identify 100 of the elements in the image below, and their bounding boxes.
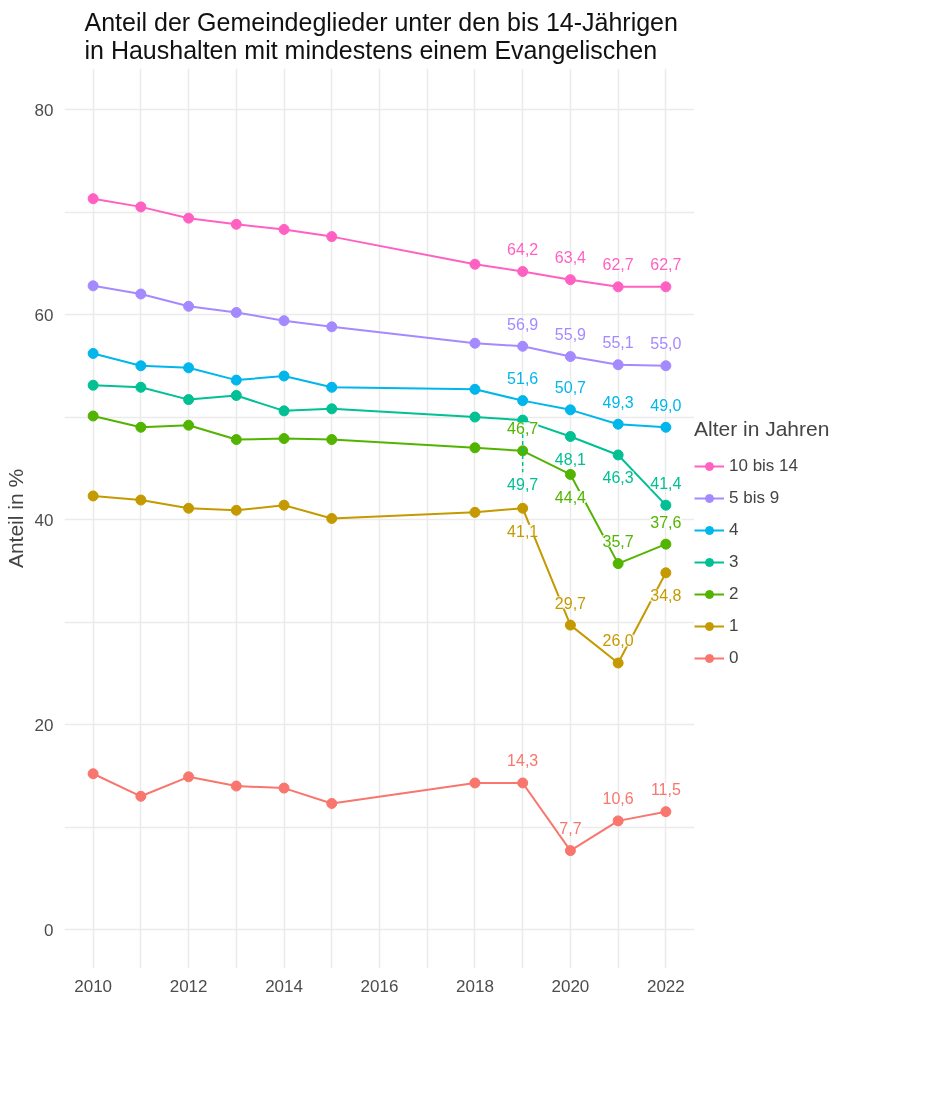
data-label: 49,3	[602, 393, 634, 411]
point	[612, 359, 624, 371]
data-label: 35,7	[602, 533, 634, 551]
point	[135, 288, 147, 300]
point	[278, 370, 290, 382]
point	[326, 797, 338, 809]
point	[612, 418, 624, 430]
data-label: 64,2	[507, 240, 539, 258]
point	[517, 502, 529, 514]
point	[469, 506, 481, 518]
point	[278, 782, 290, 794]
point	[183, 362, 195, 374]
point	[326, 321, 338, 333]
x-tick-label: 2022	[646, 976, 685, 996]
point	[230, 780, 242, 792]
y-tick-label: 20	[34, 715, 54, 735]
data-label: 10,6	[602, 790, 634, 808]
point	[469, 777, 481, 789]
data-label: 50,7	[554, 379, 587, 397]
data-label: 11,5	[650, 781, 681, 799]
point	[564, 351, 576, 363]
legend-label: 0	[729, 648, 740, 668]
point	[326, 434, 338, 446]
point	[135, 201, 147, 213]
x-tick-label: 2016	[360, 976, 399, 996]
data-label: 55,9	[554, 325, 587, 343]
data-label: 7,7	[559, 820, 582, 838]
point	[326, 513, 338, 524]
y-tick-label: 0	[44, 920, 54, 940]
chart-title: Anteil der Gemeindeglieder unter den bis 14-Jährigen in Haushalten mit mindestens einem Evangelischen	[84, 7, 678, 64]
point	[278, 405, 290, 417]
point	[612, 281, 624, 293]
y-tick-label: 40	[34, 510, 54, 530]
point	[87, 347, 99, 359]
data-label: 49,0	[650, 396, 682, 414]
point	[230, 306, 242, 318]
point	[230, 504, 242, 516]
legend-label: 4	[729, 520, 740, 540]
point	[469, 383, 481, 395]
point	[278, 315, 290, 327]
legend-label: 10 bis 14	[729, 456, 798, 476]
data-label: 46,7	[507, 420, 539, 438]
point	[230, 218, 242, 230]
point	[517, 777, 529, 789]
point	[660, 567, 672, 579]
x-tick-label: 2012	[169, 976, 208, 996]
point	[564, 845, 576, 857]
data-label: 51,6	[507, 370, 539, 388]
point	[135, 790, 147, 802]
data-label: 29,7	[554, 594, 587, 612]
point	[87, 410, 99, 422]
point	[469, 411, 481, 423]
data-label: 34,8	[650, 587, 682, 605]
point	[183, 502, 195, 514]
legend-label: 3	[729, 552, 740, 572]
point	[326, 403, 338, 415]
point	[517, 445, 529, 457]
point	[612, 815, 624, 827]
legend-title: Alter in Jahren	[694, 417, 830, 441]
y-tick-label: 60	[34, 305, 54, 325]
data-label: 55,0	[650, 335, 682, 353]
point	[517, 340, 529, 352]
point	[517, 395, 529, 407]
point	[135, 360, 147, 372]
data-label: 63,4	[554, 249, 587, 267]
x-tick-label: 2020	[551, 976, 590, 996]
point	[278, 223, 290, 235]
point	[564, 404, 576, 416]
point	[660, 281, 672, 293]
point	[230, 390, 242, 401]
point	[564, 274, 576, 286]
data-label: 49,7	[507, 475, 539, 493]
point	[564, 431, 576, 442]
y-axis-title: Anteil in %	[3, 468, 27, 569]
point	[87, 280, 99, 292]
point	[612, 449, 624, 461]
point	[326, 381, 338, 393]
point	[87, 490, 99, 502]
point	[660, 538, 672, 550]
legend-label: 5 bis 9	[729, 488, 780, 508]
x-tick-label: 2010	[74, 976, 113, 996]
point	[660, 499, 672, 511]
point	[469, 337, 481, 349]
data-label: 56,9	[507, 315, 539, 333]
point	[183, 300, 195, 312]
legend-label: 2	[729, 584, 740, 604]
data-label: 41,4	[650, 474, 682, 492]
data-label: 41,1	[507, 522, 539, 540]
point	[183, 394, 195, 406]
data-label: 48,1	[554, 451, 587, 469]
point	[135, 381, 147, 393]
data-label: 46,3	[602, 469, 634, 487]
point	[660, 360, 672, 372]
x-tick-label: 2018	[456, 976, 494, 996]
point	[612, 657, 624, 669]
point	[612, 558, 624, 570]
data-label: 26,0	[602, 632, 634, 650]
point	[564, 619, 576, 631]
point	[87, 193, 99, 205]
point	[660, 421, 672, 433]
